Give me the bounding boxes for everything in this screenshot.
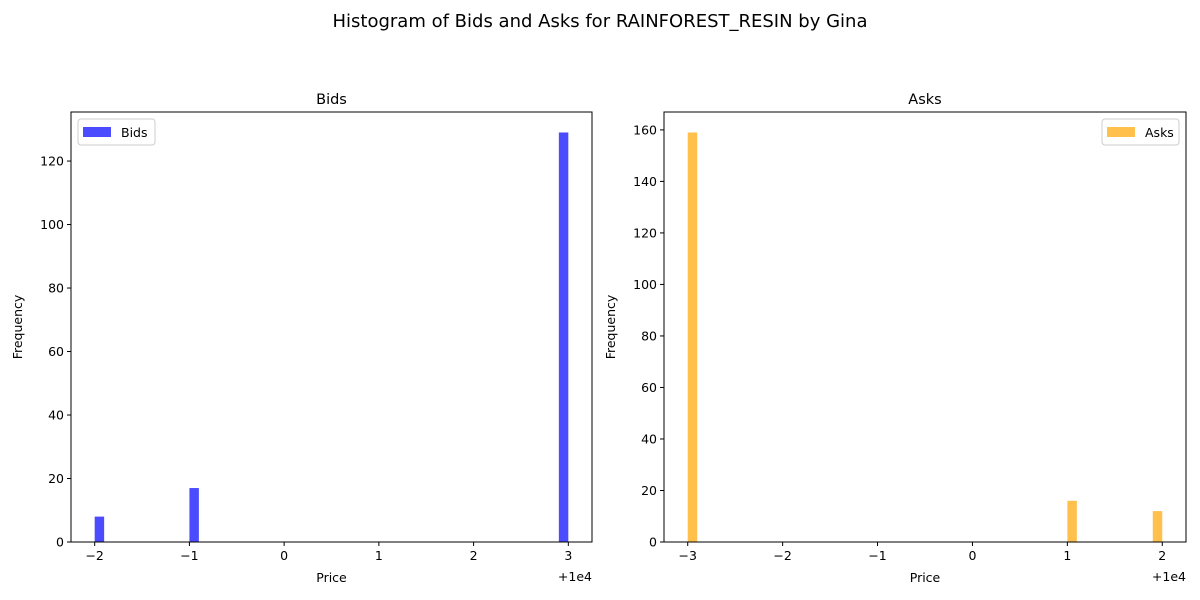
- bids-ytick-label: 20: [48, 471, 64, 486]
- bids-ytick-label: 100: [40, 217, 64, 232]
- bids-xtick-label: −1: [180, 548, 198, 563]
- asks-x-offset-label: +1e4: [1152, 569, 1186, 584]
- bids-subplot: −2 −1 0 1 2 3 +1e4 0 20 40 60 80 100 120 Bids Price Freq…: [10, 92, 593, 585]
- asks-legend-swatch: [1107, 127, 1135, 137]
- bids-legend-swatch: [83, 127, 111, 137]
- bids-bar: [189, 488, 199, 542]
- asks-ytick-label: 120: [633, 225, 657, 240]
- bids-legend-box: [77, 118, 156, 146]
- asks-xtick-label: −2: [773, 548, 791, 563]
- bids-legend: Bids: [77, 118, 156, 146]
- asks-xtick-label: 0: [968, 548, 976, 563]
- bids-ytick-label: 120: [40, 154, 64, 169]
- asks-ytick-label: 60: [641, 380, 657, 395]
- asks-legend-box: [1101, 118, 1180, 146]
- asks-axes-title: Asks: [908, 92, 941, 108]
- bids-ytick-label: 0: [56, 535, 64, 550]
- asks-ytick-label: 0: [649, 535, 657, 550]
- bids-xtick-label: −2: [85, 548, 103, 563]
- asks-legend-label: Asks: [1145, 125, 1174, 140]
- asks-bar: [1067, 500, 1077, 542]
- bids-axes-frame: [70, 111, 593, 543]
- bids-xtick-label: 2: [470, 548, 478, 563]
- asks-ytick-label: 140: [633, 174, 657, 189]
- asks-bar: [1152, 511, 1163, 542]
- asks-bar: [687, 132, 698, 542]
- asks-xtick-label: −1: [868, 548, 886, 563]
- asks-ytick-label: 100: [633, 277, 657, 292]
- asks-axes-frame: [663, 111, 1187, 543]
- asks-x-axis-label: Price: [910, 570, 941, 585]
- bids-legend-label: Bids: [121, 125, 148, 140]
- bids-ytick-label: 40: [48, 408, 64, 423]
- bids-ytick-label: 60: [48, 344, 64, 359]
- bids-xtick-label: 1: [375, 548, 383, 563]
- asks-ytick-label: 20: [641, 483, 657, 498]
- bids-y-axis-label: Frequency: [10, 294, 25, 359]
- asks-legend: Asks: [1101, 118, 1180, 146]
- bids-xtick-label: 0: [280, 548, 288, 563]
- asks-xtick-label: 2: [1158, 548, 1166, 563]
- asks-xtick-label: 1: [1063, 548, 1071, 563]
- asks-ytick-label: 40: [641, 431, 657, 446]
- asks-xtick-label: −3: [679, 548, 697, 563]
- asks-y-axis-label: Frequency: [603, 294, 618, 359]
- figure-suptitle: Histogram of Bids and Asks for RAINFORES…: [333, 11, 868, 32]
- bids-x-offset-label: +1e4: [558, 569, 592, 584]
- asks-ytick-label: 160: [633, 122, 657, 137]
- bids-axes-title: Bids: [316, 92, 347, 108]
- asks-ytick-label: 80: [641, 328, 657, 343]
- bids-x-axis-label: Price: [316, 570, 347, 585]
- bids-xtick-label: 3: [564, 548, 572, 563]
- bids-ytick-label: 80: [48, 281, 64, 296]
- asks-subplot: −3 −2 −1 0 1 2 +1e4 0 20 40 60 80 100 120 140 160 Asks Pr…: [603, 92, 1187, 585]
- bids-bar: [558, 132, 569, 542]
- bids-bar: [94, 516, 105, 542]
